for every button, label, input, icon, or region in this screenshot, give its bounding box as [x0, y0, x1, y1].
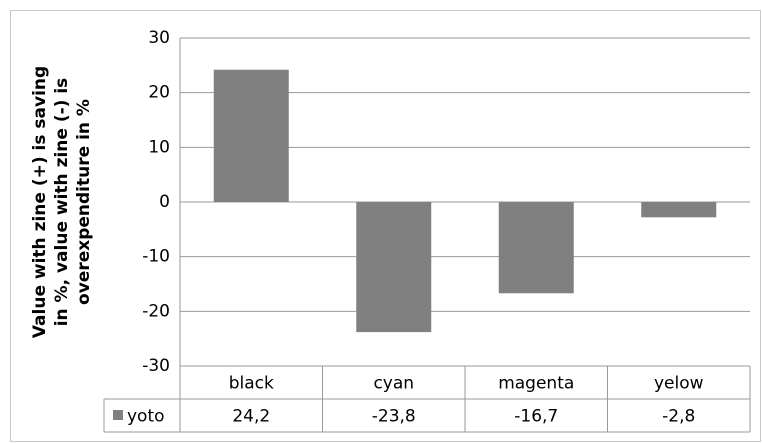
bar	[356, 202, 432, 333]
legend-label: yoto	[127, 407, 165, 427]
y-tick-label: 20	[148, 83, 170, 103]
bar	[213, 69, 289, 202]
y-tick-label: -10	[142, 247, 170, 267]
bar	[498, 202, 574, 294]
y-axis-label: overexpenditure in %	[74, 99, 94, 305]
x-tick-label: black	[229, 374, 274, 394]
y-axis-label: Value with zine (+) is saving	[30, 66, 50, 338]
x-tick-label: cyan	[373, 374, 414, 394]
y-tick-label: -30	[142, 356, 170, 376]
y-tick-label: -20	[142, 301, 170, 321]
y-tick-label: 10	[148, 137, 170, 157]
data-label: -2,8	[662, 407, 695, 427]
data-label: 24,2	[232, 407, 270, 427]
x-tick-label: magenta	[498, 374, 574, 394]
x-tick-label: yelow	[654, 374, 704, 394]
y-tick-label: 0	[159, 192, 170, 212]
data-label: -16,7	[514, 407, 558, 427]
data-label: -23,8	[372, 407, 416, 427]
y-axis-label: in %, value with zine (-) is	[52, 78, 72, 327]
bar	[641, 202, 717, 218]
y-tick-label: 30	[148, 28, 170, 48]
legend-key	[113, 410, 123, 420]
